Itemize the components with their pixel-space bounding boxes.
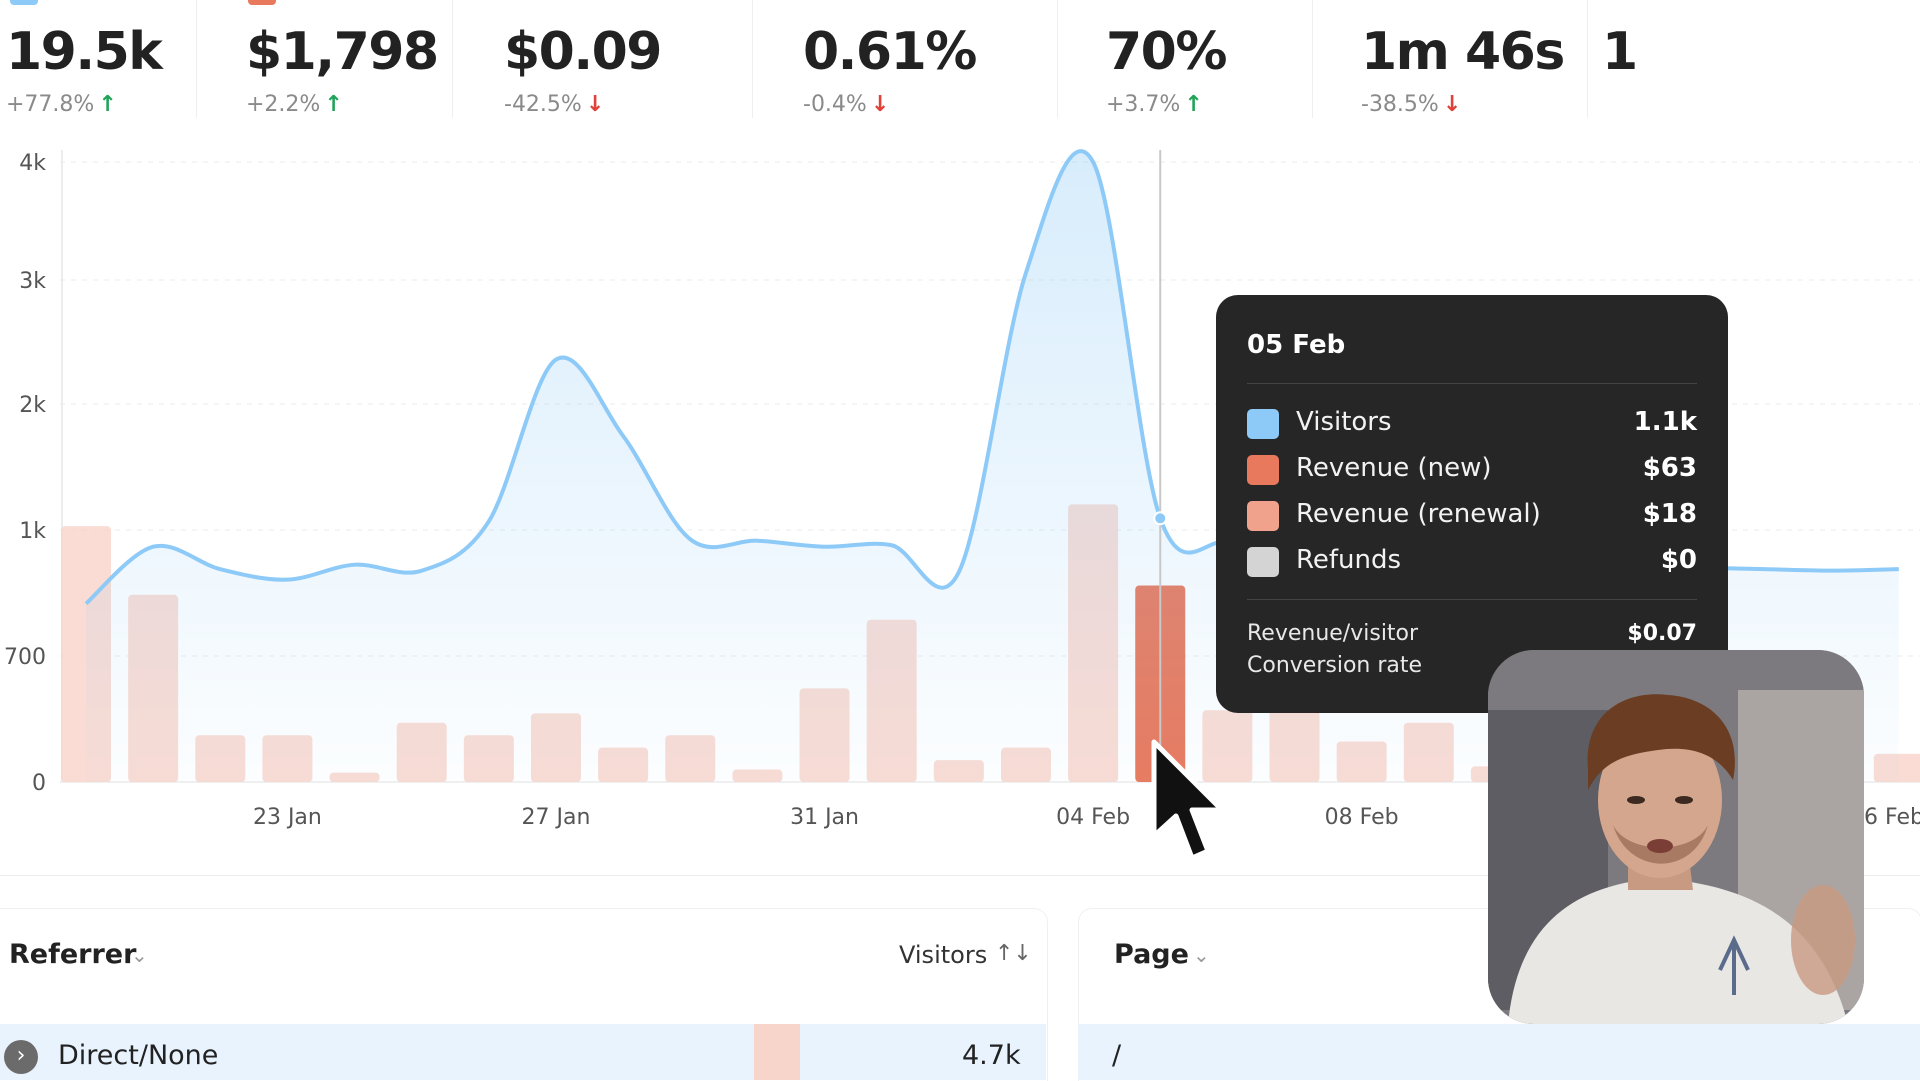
arrow-down-icon: ↓ <box>870 92 890 117</box>
stat-value: $0.09 <box>504 22 662 82</box>
stat-revenue-per-visitor[interactable]: $0.09 -42.5% ↓ <box>498 0 752 118</box>
tooltip-row-refunds: Refunds $0 <box>1247 545 1697 579</box>
x-tick-label: 31 Jan <box>790 805 859 830</box>
tooltip-label: Visitors <box>1296 407 1392 437</box>
y-tick-label: 3k <box>19 269 46 294</box>
stat-value: $1,798 <box>246 22 439 82</box>
divider <box>1247 599 1697 600</box>
page-dropdown[interactable]: Page <box>1114 939 1189 970</box>
x-tick-label: 27 Jan <box>522 805 591 830</box>
stat-session-time[interactable]: 1m 46s -38.5% ↓ <box>1355 0 1587 118</box>
revenue-new-swatch <box>1247 455 1279 485</box>
stat-value: 70% <box>1106 22 1227 82</box>
tooltip-label: Refunds <box>1296 545 1402 575</box>
y-tick-label: 0 <box>32 771 46 796</box>
chart-tooltip: 05 Feb Visitors 1.1k Revenue (new) $63 R… <box>1216 295 1728 713</box>
arrow-up-icon: ↑ <box>98 92 117 117</box>
divider <box>452 0 453 118</box>
tooltip-label: Revenue (renewal) <box>1296 499 1541 529</box>
visitors-column-header[interactable]: Visitors <box>899 941 988 969</box>
tooltip-value: $63 <box>1642 453 1697 483</box>
arrow-up-icon: ↑ <box>1184 92 1203 117</box>
x-tick-label: 6 Feb <box>1864 805 1920 830</box>
stat-delta: -38.5% ↓ <box>1361 92 1462 117</box>
divider <box>1312 0 1313 118</box>
tooltip-row-visitors: Visitors 1.1k <box>1247 407 1697 441</box>
arrow-down-icon: ↓ <box>1442 92 1462 117</box>
sort-icon[interactable]: ↑↓ <box>995 941 1032 966</box>
revenue-per-visitor-value: $0.07 <box>1627 621 1697 646</box>
stat-online[interactable]: 1 <box>1596 0 1796 118</box>
x-tick-label: 04 Feb <box>1056 805 1130 830</box>
stat-delta: -42.5% ↓ <box>504 92 605 117</box>
mouse-cursor-icon <box>1151 739 1225 861</box>
stat-value: 19.5k <box>6 22 163 82</box>
tooltip-value: 1.1k <box>1633 407 1697 437</box>
tooltip-value: $18 <box>1642 499 1697 529</box>
tooltip-label: Revenue (new) <box>1296 453 1492 483</box>
stat-revenue[interactable]: $1,798 +2.2% ↑ <box>240 0 452 118</box>
tooltip-row-revenue-new: Revenue (new) $63 <box>1247 453 1697 487</box>
stat-delta: +77.8% ↑ <box>6 92 117 117</box>
table-row[interactable] <box>1078 1024 1920 1080</box>
divider <box>1587 0 1588 118</box>
stat-visitors[interactable]: 19.5k +77.8% ↑ <box>0 0 196 118</box>
chevron-right-icon[interactable]: › <box>4 1040 38 1074</box>
arrow-down-icon: ↓ <box>585 92 605 117</box>
webcam-overlay <box>1488 650 1864 1024</box>
stat-value: 0.61% <box>803 22 977 82</box>
referrer-visitors-value: 4.7k <box>962 1040 1021 1071</box>
stat-delta: -0.4% ↓ <box>803 92 890 117</box>
y-tick-label: 4k <box>19 151 46 176</box>
revenue-per-visitor-label: Revenue/visitor <box>1247 621 1419 646</box>
y-tick-label: 700 <box>4 645 46 670</box>
stat-delta: +2.2% ↑ <box>246 92 343 117</box>
visitors-legend-chip <box>10 0 38 5</box>
referrer-label: Direct/None <box>58 1040 219 1071</box>
x-tick-label: 08 Feb <box>1325 805 1399 830</box>
conversion-rate-label: Conversion rate <box>1247 653 1423 678</box>
stat-delta: +3.7% ↑ <box>1106 92 1203 117</box>
stat-conversion-rate[interactable]: 0.61% -0.4% ↓ <box>797 0 1057 118</box>
page-label: / <box>1112 1040 1122 1071</box>
divider <box>1247 383 1697 384</box>
chevron-down-icon[interactable]: ⌄ <box>131 943 148 967</box>
table-row[interactable] <box>0 1024 1046 1080</box>
stat-value: 1m 46s <box>1361 22 1565 82</box>
revenue-mini-bar <box>754 1024 800 1080</box>
visitors-swatch <box>1247 409 1279 439</box>
revenue-legend-chip <box>248 0 276 5</box>
divider <box>196 0 197 118</box>
arrow-up-icon: ↑ <box>324 92 343 117</box>
divider <box>1057 0 1058 118</box>
hover-point <box>1153 511 1168 526</box>
tooltip-date: 05 Feb <box>1247 330 1346 360</box>
x-tick-label: 23 Jan <box>253 805 322 830</box>
stats-row: 19.5k +77.8% ↑ $1,798 +2.2% ↑ $0.09 -42.5%… <box>0 0 1920 118</box>
chevron-down-icon[interactable]: ⌄ <box>1193 943 1210 967</box>
presenter-video <box>1488 650 1864 1024</box>
referrer-dropdown[interactable]: Referrer <box>9 939 137 970</box>
tooltip-row-revenue-renewal: Revenue (renewal) $18 <box>1247 499 1697 533</box>
y-tick-label: 2k <box>19 393 46 418</box>
refunds-swatch <box>1247 547 1279 577</box>
stat-value: 1 <box>1602 22 1638 82</box>
tooltip-value: $0 <box>1660 545 1697 575</box>
y-tick-label: 1k <box>19 519 46 544</box>
stat-bounce-rate[interactable]: 70% +3.7% ↑ <box>1100 0 1312 118</box>
revenue-renewal-swatch <box>1247 501 1279 531</box>
divider <box>0 875 1920 876</box>
divider <box>752 0 753 118</box>
